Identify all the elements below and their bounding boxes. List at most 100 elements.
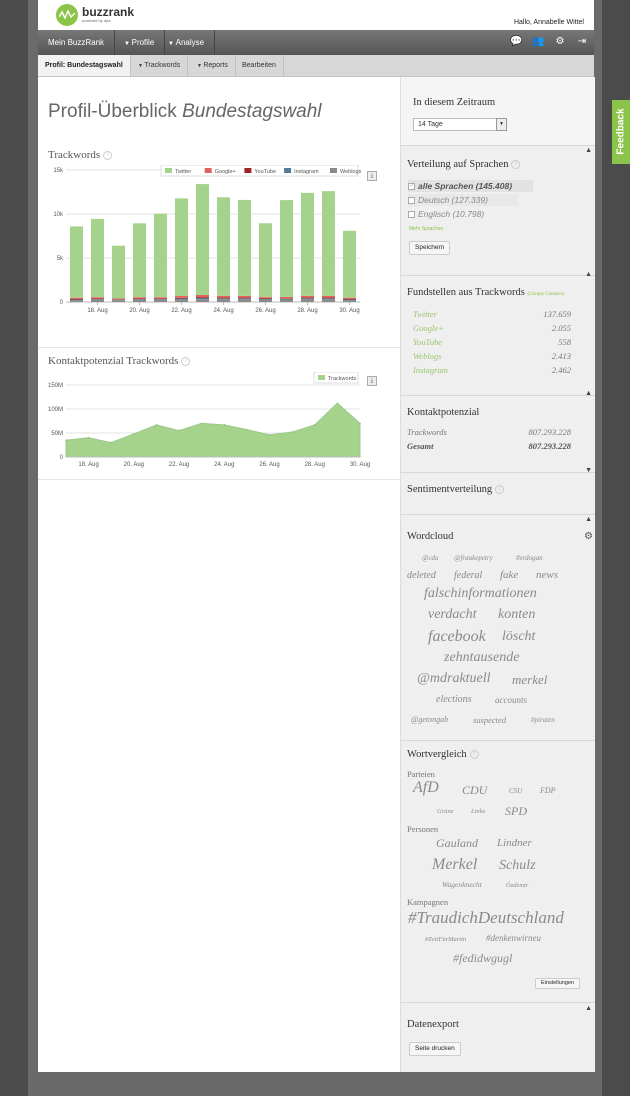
fund-label[interactable]: Google+ — [413, 323, 444, 333]
x-tick-label: 26. Aug — [259, 462, 279, 468]
compare-word[interactable]: Grüne — [437, 808, 454, 815]
fund-row[interactable]: Instagram 2.462 — [413, 364, 571, 377]
bar-segment — [237, 297, 252, 299]
help-icon[interactable]: ? — [495, 485, 505, 495]
chat-icon[interactable]: 💬 — [510, 36, 523, 47]
sprachen-title: Verteilung auf Sprachen? — [407, 159, 521, 170]
legend-label: YouTube — [254, 169, 276, 175]
fund-row[interactable]: YouTube 558 — [413, 336, 571, 349]
cloud-word[interactable]: @cdu — [422, 554, 439, 562]
cloud-word[interactable]: deleted — [407, 570, 436, 581]
y-tick-label: 0 — [60, 300, 64, 306]
checkbox[interactable] — [408, 211, 415, 219]
cloud-word[interactable]: merkel — [512, 672, 548, 687]
download-icon[interactable]: ⤓ — [367, 376, 377, 386]
collapse-arrow-icon[interactable]: ▲ — [585, 390, 592, 397]
compare-word[interactable]: CSU — [509, 787, 523, 795]
nav-mein-buzzrank[interactable]: Mein BuzzRank — [38, 30, 116, 55]
zeitraum-select[interactable]: 14 Tage ▼ — [413, 118, 507, 131]
cloud-word[interactable]: facebook — [428, 628, 486, 645]
feedback-tab[interactable]: Feedback — [612, 100, 630, 164]
collapse-arrow-icon[interactable]: ▲ — [585, 147, 592, 154]
chevron-down-icon[interactable]: ▼ — [496, 118, 507, 131]
einstellungen-button[interactable]: Einstellungen — [535, 978, 581, 989]
expand-arrow-icon[interactable]: ▼ — [585, 467, 592, 474]
cloud-word[interactable]: accounts — [495, 695, 527, 705]
checkbox[interactable] — [408, 197, 415, 205]
help-icon[interactable]: ? — [103, 150, 113, 160]
fund-label[interactable]: Instagram — [413, 365, 448, 375]
subnav-profil[interactable]: Profil: Bundestagswahl — [38, 55, 131, 76]
compare-word[interactable]: Schulz — [499, 858, 536, 873]
users-icon[interactable]: 👥 — [532, 36, 545, 47]
cloud-word[interactable]: news — [536, 569, 558, 581]
help-icon[interactable]: ? — [181, 356, 191, 366]
subnav-reports[interactable]: ▼ Reports — [190, 55, 236, 76]
compare-word[interactable]: CDU — [462, 783, 488, 797]
subnav-trackwords[interactable]: ▼ Trackwords — [131, 55, 189, 76]
compare-word[interactable]: #ZeitFürMartin — [425, 936, 467, 943]
logout-icon[interactable]: ⇥ — [577, 36, 587, 47]
mehr-sprachen-link[interactable]: Mehr Sprachen — [409, 226, 444, 232]
collapse-arrow-icon[interactable]: ▲ — [585, 1005, 592, 1012]
nav-analyse[interactable]: ▼ Analyse — [158, 30, 216, 55]
help-icon[interactable]: ? — [469, 750, 479, 760]
lang-row-alle[interactable]: ✓ alle Sprachen (145.408) — [408, 180, 533, 192]
cloud-word[interactable]: verdacht — [428, 607, 477, 622]
download-icon[interactable]: ⤓ — [367, 171, 377, 181]
lang-row-englisch[interactable]: Englisch (10.798) — [408, 208, 484, 220]
compare-word[interactable]: Wagenknecht — [442, 880, 482, 889]
compare-word[interactable]: Merkel — [432, 856, 478, 873]
compare-word[interactable]: #TraudichDeutschland — [408, 908, 564, 927]
settings-icon[interactable]: ⚙ — [584, 531, 593, 542]
lang-row-deutsch[interactable]: Deutsch (127.339) — [408, 194, 518, 206]
fund-label[interactable]: YouTube — [413, 337, 442, 347]
fund-label[interactable]: Weblogs — [413, 351, 442, 361]
collapse-arrow-icon[interactable]: ▲ — [585, 516, 592, 523]
compare-word[interactable]: Linke — [471, 808, 486, 815]
speichern-button[interactable]: Speichern — [409, 241, 451, 255]
cloud-word[interactable]: löscht — [502, 629, 536, 644]
bar-segment — [90, 299, 105, 300]
cloud-word[interactable]: federal — [454, 570, 483, 581]
cloud-word[interactable]: @fraukepetry — [454, 554, 493, 562]
nav-profile[interactable]: ▼ Profile — [114, 30, 166, 55]
cloud-word[interactable]: @mdraktuell — [417, 671, 491, 686]
compare-word[interactable]: #denkenwirneu — [486, 933, 541, 943]
compare-word[interactable]: #fedidwgugl — [453, 951, 513, 965]
fundstellen-title: Fundstellen aus Trackwords (Unique Conta… — [407, 287, 564, 298]
subnav-bearbeiten[interactable]: Bearbeiten — [235, 55, 284, 76]
cloud-word[interactable]: #erdogan — [516, 554, 543, 562]
collapse-arrow-icon[interactable]: ▲ — [585, 271, 592, 278]
buzzrank-logo-icon[interactable] — [56, 4, 78, 26]
logo-name[interactable]: buzzrank — [82, 5, 135, 19]
compare-word[interactable]: Özdemir — [506, 882, 529, 889]
subnav-label: Bearbeiten — [242, 62, 276, 69]
fund-row[interactable]: Weblogs 2.413 — [413, 350, 571, 363]
cloud-word[interactable]: @getongab — [411, 715, 449, 724]
cloud-word[interactable]: zehntausende — [444, 650, 520, 665]
seite-drucken-button[interactable]: Seite drucken — [409, 1042, 461, 1056]
cloud-word[interactable]: suspected — [473, 715, 507, 725]
user-greeting[interactable]: Hallo, Annabelle Wittel — [513, 19, 584, 26]
legend-label: Google+ — [215, 169, 236, 175]
compare-word[interactable]: Lindner — [497, 837, 532, 849]
cloud-word[interactable]: fake — [500, 569, 519, 581]
help-icon[interactable]: ? — [511, 160, 521, 170]
cloud-word[interactable]: elections — [436, 694, 472, 705]
fund-row[interactable]: Google+ 2.055 — [413, 322, 571, 335]
legend-box — [313, 372, 359, 384]
cloud-word[interactable]: #piraten — [531, 716, 555, 724]
gear-icon[interactable]: ⚙ — [555, 36, 565, 47]
compare-word[interactable]: Gauland — [436, 836, 478, 850]
bar-segment — [237, 199, 252, 296]
checkbox-checked[interactable]: ✓ — [408, 183, 415, 191]
compare-word[interactable]: FDP — [540, 786, 556, 795]
fund-label[interactable]: Twitter — [413, 309, 437, 319]
cloud-word[interactable]: konten — [498, 607, 536, 622]
area-point — [110, 441, 113, 444]
cloud-word[interactable]: falschinformationen — [424, 586, 537, 601]
compare-word[interactable]: SPD — [505, 804, 527, 818]
fund-row[interactable]: Twitter 137.659 — [413, 308, 571, 321]
compare-word[interactable]: AfD — [413, 779, 439, 796]
